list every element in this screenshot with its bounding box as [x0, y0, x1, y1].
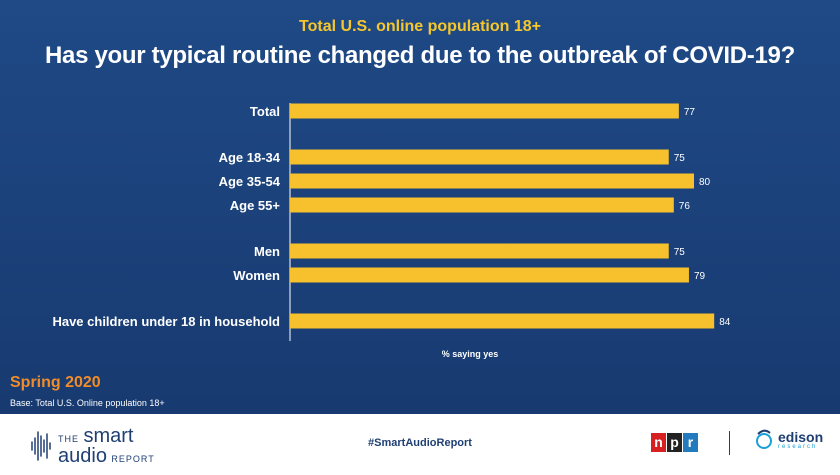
value-label: 77 — [684, 107, 696, 118]
bar — [290, 173, 694, 189]
bar — [290, 103, 679, 119]
soundwave-icon — [31, 431, 51, 461]
logo-divider — [729, 431, 730, 455]
footer-bar: THE smart audio REPORT #SmartAudioReport… — [0, 414, 840, 475]
category-label: Age 55+ — [230, 198, 281, 213]
bar-chart: Total 77 Age 18-34 75 Age 35-54 80 Age 55+ 76 Me… — [52, 103, 731, 359]
category-label: Age 18-34 — [219, 150, 281, 165]
category-label: Have children under 18 in household — [52, 314, 280, 329]
npr-letter: p — [667, 433, 682, 452]
bar — [290, 267, 689, 283]
chart-subtitle: Total U.S. online population 18+ — [299, 18, 541, 35]
base-note: Base: Total U.S. Online population 18+ — [10, 398, 165, 408]
category-label: Age 35-54 — [219, 174, 281, 189]
bar — [290, 197, 674, 213]
value-label: 79 — [694, 271, 706, 282]
brand-report: REPORT — [111, 454, 155, 464]
bar — [290, 243, 669, 259]
value-label: 76 — [679, 201, 691, 212]
bar — [290, 149, 669, 165]
value-label: 75 — [674, 153, 686, 164]
category-label: Men — [254, 244, 280, 259]
edison-research-logo[interactable]: edison research — [754, 428, 823, 452]
hashtag-link[interactable]: #SmartAudioReport — [368, 437, 472, 449]
season-label: Spring 2020 — [10, 374, 101, 391]
edison-name: edison — [778, 429, 824, 445]
edison-swirl-icon — [756, 429, 772, 449]
chart-title: Has your typical routine changed due to … — [45, 42, 795, 69]
value-label: 84 — [719, 317, 731, 328]
slide-background: Total U.S. online population 18+ Has you… — [0, 0, 840, 414]
edison-sub: research — [778, 444, 818, 450]
x-axis-label: % saying yes — [442, 349, 499, 359]
brand-audio: audio — [58, 445, 107, 467]
brand-the: THE — [58, 434, 79, 444]
npr-letter: n — [651, 433, 666, 452]
brand-smart: smart — [83, 425, 134, 447]
value-label: 75 — [674, 247, 686, 258]
value-label: 80 — [699, 177, 711, 188]
bar — [290, 313, 715, 329]
category-label: Women — [233, 268, 280, 283]
category-label: Total — [250, 104, 280, 119]
smart-audio-report-logo[interactable]: THE smart audio REPORT — [30, 424, 155, 468]
npr-letter: r — [683, 433, 698, 452]
